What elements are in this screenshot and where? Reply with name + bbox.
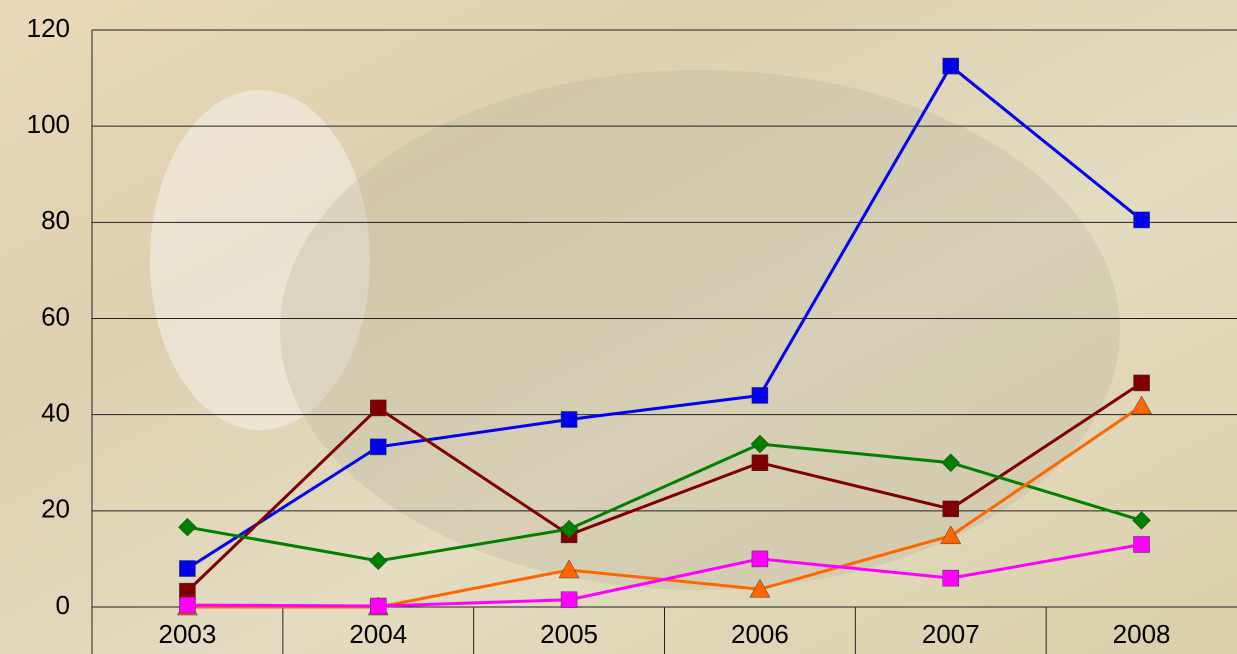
marker [1131,395,1153,415]
marker [370,597,387,615]
y-tick-label: 80 [41,205,70,235]
y-tick-label: 100 [27,109,70,139]
x-tick-label: 2006 [731,619,789,649]
series-line [186,381,1143,593]
marker [368,551,388,571]
marker [558,559,580,579]
y-tick-label: 0 [56,590,70,620]
marker [559,519,579,539]
series-line [187,442,1143,563]
marker [751,550,769,568]
marker [179,596,196,614]
marker [751,387,769,404]
marker [560,591,578,609]
series-line [187,543,1142,608]
marker [178,517,197,537]
marker [942,569,959,587]
background-shape [280,70,1120,590]
x-tick-label: 2003 [158,619,216,649]
marker [940,525,962,545]
y-tick-label: 60 [41,301,70,331]
x-tick-label: 2005 [540,619,598,649]
x-tick-label: 2008 [1113,619,1171,649]
marker [750,434,770,454]
marker [1133,536,1150,553]
marker [942,57,959,75]
background-shape [150,90,370,430]
y-tick-label: 40 [41,398,70,428]
x-tick-label: 2004 [349,619,407,649]
y-tick-label: 20 [41,494,70,524]
marker [941,453,961,473]
y-tick-label: 120 [27,13,70,43]
marker [749,578,771,598]
marker [1133,211,1150,229]
marker [1133,374,1150,392]
marker [179,560,196,577]
marker [370,438,387,456]
marker [560,411,578,428]
series-line [186,63,1143,570]
x-tick-label: 2007 [922,619,980,649]
marker [751,454,769,471]
marker [942,500,959,518]
marker [370,399,387,417]
marker [1132,511,1151,530]
